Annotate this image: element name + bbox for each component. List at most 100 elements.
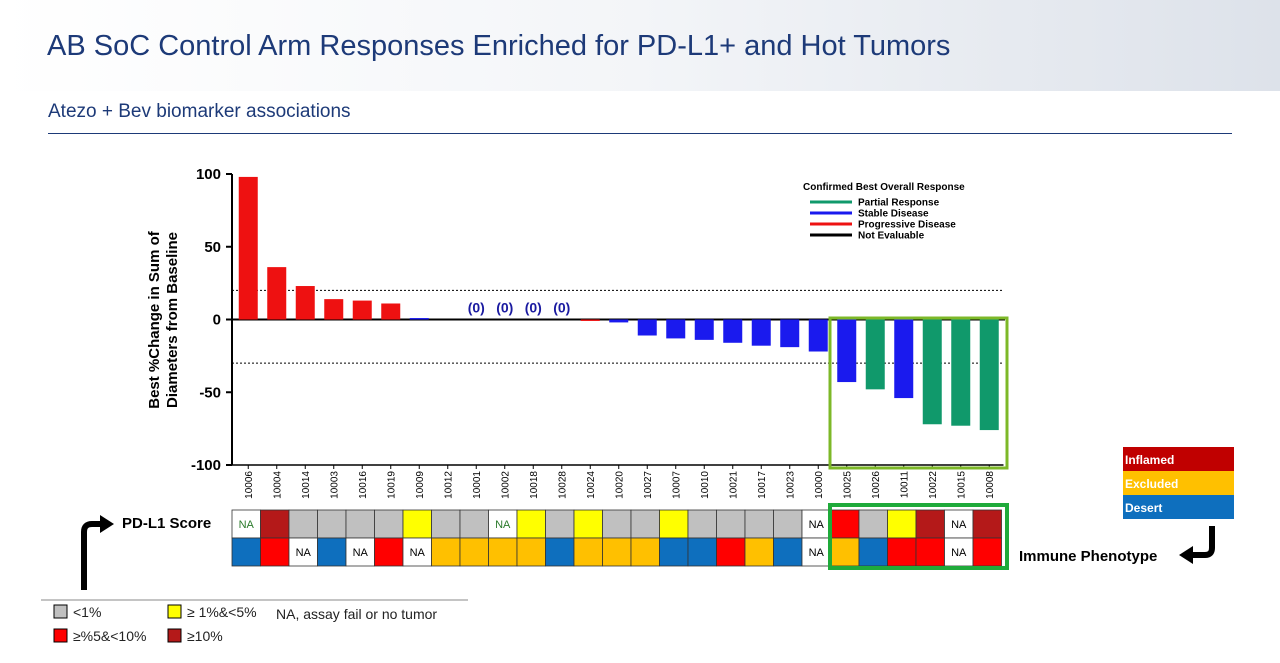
x-tick-labels: 10006 10004 10014 10003 10016 10019 10009 10012… [244, 465, 996, 499]
bar-10000 [808, 319, 828, 352]
immune-cell [687, 537, 717, 567]
pdl1-arrow-icon [81, 521, 104, 590]
pdl1-cell [260, 509, 290, 539]
pdl1-cell [801, 509, 831, 539]
pdl1-cell [887, 509, 917, 539]
pdl1-cell [545, 509, 575, 539]
na-label: NA [495, 519, 511, 531]
legend-entry-partial: Partial Response [858, 198, 940, 209]
y-axis-label-line2: Diameters from Baseline [164, 232, 181, 408]
pdl1-cell [915, 509, 945, 539]
bar-10010 [694, 319, 714, 340]
x-tick-label: 10028 [557, 471, 568, 499]
pdl1-cell [630, 509, 660, 539]
pdl1-cell [944, 509, 974, 539]
immune-arrow-icon [1190, 526, 1215, 558]
x-tick-label: 10008 [985, 471, 996, 499]
pdl1-score-label: PD-L1 Score [122, 515, 211, 532]
bar-10012 [438, 318, 458, 320]
bar-10022 [922, 319, 942, 425]
bar-10007 [666, 319, 686, 339]
zero-label: (0) [468, 300, 485, 316]
immune-cell [317, 537, 347, 567]
pdl1-cell [345, 509, 375, 539]
pdl1-cell [431, 509, 461, 539]
bar-10004 [267, 267, 287, 320]
zero-labels: (0) (0) (0) (0) [468, 300, 571, 316]
na-label: NA [353, 547, 369, 559]
pdl1-cell [602, 509, 632, 539]
pdl1-cell [687, 509, 717, 539]
bar-10011 [894, 319, 914, 399]
immune-cell [915, 537, 945, 567]
chart-bars [238, 176, 999, 431]
x-tick-label: 10022 [928, 471, 939, 499]
x-tick-label: 10002 [500, 471, 511, 499]
zero-label: (0) [525, 300, 542, 316]
bar-10003 [324, 299, 344, 320]
subtitle-rule [48, 133, 1232, 134]
immune-cell [260, 537, 290, 567]
key-swatch-5to10 [53, 628, 68, 643]
x-tick-label: 10011 [899, 471, 910, 499]
y-tick-label: -100 [191, 457, 221, 474]
response-legend: Confirmed Best Overall Response Partial … [803, 182, 965, 242]
pdl1-cell [459, 509, 489, 539]
immune-arrowhead-icon [1179, 546, 1193, 564]
zero-label: (0) [496, 300, 513, 316]
immune-cell [431, 537, 461, 567]
y-axis-label-line1: Best %Change in Sum of [146, 230, 163, 409]
x-tick-label: 10026 [871, 471, 882, 499]
page-subtitle: Atezo + Bev biomarker associations [48, 101, 351, 122]
x-tick-label: 10021 [728, 471, 739, 499]
bar-10025 [837, 319, 857, 383]
pdl1-cell [317, 509, 347, 539]
pdl1-cell [374, 509, 404, 539]
biomarker-heatmap: NA NA NA NA NA NA NA NA NA [231, 509, 1002, 567]
phenotype-legend: Inflamed Excluded Desert [1123, 447, 1234, 519]
na-label: NA [951, 519, 967, 531]
pdl1-arrowhead-icon [100, 515, 114, 533]
immune-cell [972, 537, 1002, 567]
phenotype-label-inflamed: Inflamed [1125, 453, 1174, 467]
bar-10016 [352, 300, 372, 320]
immune-cell [659, 537, 689, 567]
bar-10019 [381, 303, 401, 320]
immune-cell [630, 537, 660, 567]
bar-10023 [780, 319, 800, 348]
x-tick-label: 10025 [842, 471, 853, 499]
legend-title: Confirmed Best Overall Response [803, 182, 965, 193]
pdl1-score-key: <1% ≥ 1%&<5% NA, assay fail or no tumor … [41, 599, 468, 644]
pdl1-cell [773, 509, 803, 539]
immune-cell [516, 537, 546, 567]
immune-cell [288, 537, 318, 567]
pdl1-cell [231, 509, 261, 539]
y-tick-label: 50 [204, 239, 221, 256]
immune-cell [345, 537, 375, 567]
immune-cell [459, 537, 489, 567]
immune-cell [830, 537, 860, 567]
immune-cell [231, 537, 261, 567]
bar-10026 [865, 319, 885, 390]
legend-entry-not-evaluable: Not Evaluable [858, 231, 925, 242]
immune-cell [744, 537, 774, 567]
immune-cell [374, 537, 404, 567]
phenotype-swatch-excluded [1123, 471, 1234, 495]
bar-10020 [609, 319, 629, 323]
bar-10014 [295, 286, 315, 320]
na-label: NA [410, 547, 426, 559]
immune-cell [887, 537, 917, 567]
immune-phenotype-label: Immune Phenotype [1019, 548, 1157, 565]
phenotype-swatch-inflamed [1123, 447, 1234, 471]
pdl1-cell [402, 509, 432, 539]
highlight-box-heatmap [828, 503, 1009, 570]
immune-cell [488, 537, 518, 567]
x-tick-label: 10006 [244, 471, 255, 499]
y-tick-label: 100 [196, 166, 221, 183]
pdl1-cell [573, 509, 603, 539]
x-tick-label: 10018 [529, 471, 540, 499]
x-tick-label: 10023 [785, 471, 796, 499]
pdl1-cell [744, 509, 774, 539]
pdl1-cell [659, 509, 689, 539]
